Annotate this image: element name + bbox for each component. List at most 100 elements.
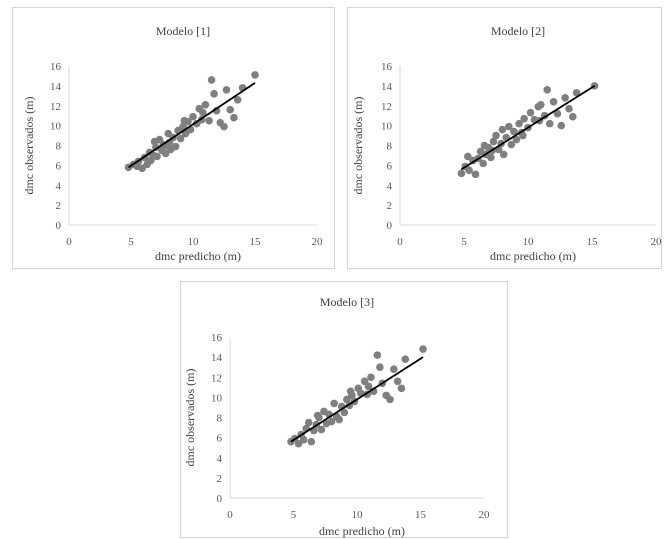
chart-2-data-point [543, 86, 551, 94]
chart-3-data-point [367, 373, 375, 382]
chart-3-data-point [343, 395, 351, 404]
chart-2-y-tick-label: 6 [387, 160, 393, 172]
chart-3-data-point [330, 399, 338, 408]
chart-1-x-tick-label: 0 [66, 236, 72, 248]
chart-3-data-point [299, 435, 308, 444]
chart-2-x-tick-label: 20 [651, 236, 663, 248]
chart-1-data-point [205, 116, 213, 125]
chart-2-data-point [569, 112, 577, 121]
chart-3-data-point [364, 382, 373, 391]
chart-1-data-point [150, 137, 159, 146]
chart-2-x-tick-label: 0 [397, 236, 403, 248]
chart-3-x-tick-label: 0 [227, 509, 233, 521]
chart-2-x-tick-label: 5 [461, 236, 467, 248]
chart-2-data-point [553, 109, 562, 118]
chart-2-data-point [471, 170, 480, 179]
chart-3-data-point [386, 395, 394, 404]
chart-1-x-tick-label: 20 [312, 236, 324, 248]
chart-1-data-point [251, 71, 259, 79]
chart-2-x-axis-label: dmc predicho (m) [490, 249, 576, 263]
chart-3-data-point [401, 355, 410, 363]
chart-2-data-point [519, 131, 527, 140]
scatter-chart-3: Modelo [3] 0 2 4 6 8 10 12 14 16 0 5 10 15 20 dmc predi… [183, 295, 491, 538]
chart-1-x-tick-label: 15 [250, 236, 262, 248]
chart-2-data-point [512, 135, 521, 144]
chart-1-y-tick-label: 10 [50, 121, 62, 133]
chart-2-data-point [557, 121, 566, 130]
chart-3-title: Modelo [3] [320, 295, 374, 309]
chart-1-y-axis-label: dmc observados (m) [22, 97, 36, 195]
chart-1-y-tick-label: 4 [56, 180, 62, 192]
chart-2-data-point [480, 141, 489, 150]
chart-3-y-tick-label: 10 [211, 392, 223, 404]
scatter-chart-2: Modelo [2] 0 2 4 6 8 10 12 14 16 0 5 10 15 20 dmc predi… [351, 24, 663, 263]
chart-3-data-point [393, 377, 402, 386]
chart-1-title: Modelo [1] [156, 24, 210, 38]
chart-1-x-tick-label: 10 [188, 236, 200, 248]
chart-1-trendline [128, 82, 256, 169]
chart-3-y-tick-label: 2 [217, 473, 223, 485]
chart-2-y-tick-label: 2 [387, 200, 393, 212]
chart-3-data-point [313, 411, 322, 420]
chart-2-y-tick-label: 10 [381, 121, 393, 133]
chart-1-data-point [222, 86, 231, 94]
chart-2-title: Modelo [2] [491, 24, 545, 38]
chart-2-data-point [507, 140, 516, 149]
chart-3-y-tick-label: 4 [217, 453, 223, 465]
chart-1-data-point [230, 113, 238, 122]
chart-1-y-tick-label: 16 [50, 61, 62, 73]
chart-1-x-axis-label: dmc predicho (m) [155, 249, 241, 263]
chart-panel-modelo-2: Modelo [2] 0 2 4 6 8 10 12 14 16 0 5 10 15 20 dmc predi… [347, 7, 662, 269]
chart-3-y-tick-label: 16 [211, 332, 223, 344]
chart-2-data-point [537, 100, 545, 109]
chart-1-x-tick-label: 5 [128, 236, 134, 248]
chart-2-data-point [561, 94, 569, 102]
chart-2-y-tick-label: 8 [387, 141, 393, 153]
chart-1-data-point [176, 134, 185, 143]
chart-3-data-point [390, 365, 398, 373]
chart-3-data-point [376, 363, 384, 371]
chart-1-y-tick-label: 6 [56, 160, 62, 172]
chart-2-y-tick-label: 4 [387, 180, 393, 192]
scatter-chart-1: Modelo [1] 0 2 4 6 8 10 12 14 16 0 5 10 15 20 dmc predi… [22, 24, 324, 263]
chart-1-data-point [180, 116, 189, 125]
chart-1-y-tick-label: 12 [50, 101, 61, 113]
chart-3-data-point [294, 439, 303, 448]
chart-2-data-point [499, 150, 508, 159]
chart-2-data-point [465, 166, 473, 175]
chart-2-data-point [487, 153, 495, 162]
chart-2-trendline [460, 85, 596, 171]
chart-1-data-point [189, 112, 197, 121]
chart-3-x-tick-label: 15 [415, 509, 427, 521]
chart-1-data-point [199, 108, 207, 117]
chart-3-y-tick-label: 8 [217, 413, 223, 425]
chart-2-data-point [549, 97, 558, 106]
chart-3-x-tick-label: 10 [352, 509, 364, 521]
chart-2-data-point [479, 159, 487, 168]
chart-3-data-point [373, 351, 382, 359]
chart-1-y-tick-label: 2 [56, 200, 62, 212]
chart-2-data-point [526, 108, 535, 117]
chart-3-x-axis-label: dmc predicho (m) [319, 524, 405, 538]
chart-3-data-point [419, 345, 427, 353]
chart-2-data-point [492, 131, 500, 140]
chart-2-data-point [457, 169, 466, 178]
chart-1-y-tick-label: 14 [50, 81, 62, 93]
chart-2-data-point [520, 114, 528, 123]
chart-2-data-point [572, 89, 581, 97]
chart-2-y-tick-label: 12 [381, 101, 392, 113]
chart-2-data-point [565, 104, 573, 113]
chart-3-x-tick-label: 20 [479, 509, 491, 521]
chart-2-y-tick-label: 14 [381, 81, 393, 93]
chart-2-data-point [545, 119, 554, 128]
chart-2-x-tick-label: 10 [523, 236, 535, 248]
chart-3-data-point [307, 437, 316, 446]
chart-1-data-point [233, 95, 242, 104]
chart-1-data-point [179, 122, 187, 131]
chart-2-data-point [505, 122, 513, 131]
chart-1-data-point [220, 122, 228, 131]
chart-panel-modelo-3: Modelo [3] 0 2 4 6 8 10 12 14 16 0 5 10 15 20 dmc predi… [180, 281, 508, 538]
chart-1-data-point [201, 100, 210, 109]
chart-1-data-point [207, 76, 216, 84]
chart-1-data-point [153, 152, 161, 161]
